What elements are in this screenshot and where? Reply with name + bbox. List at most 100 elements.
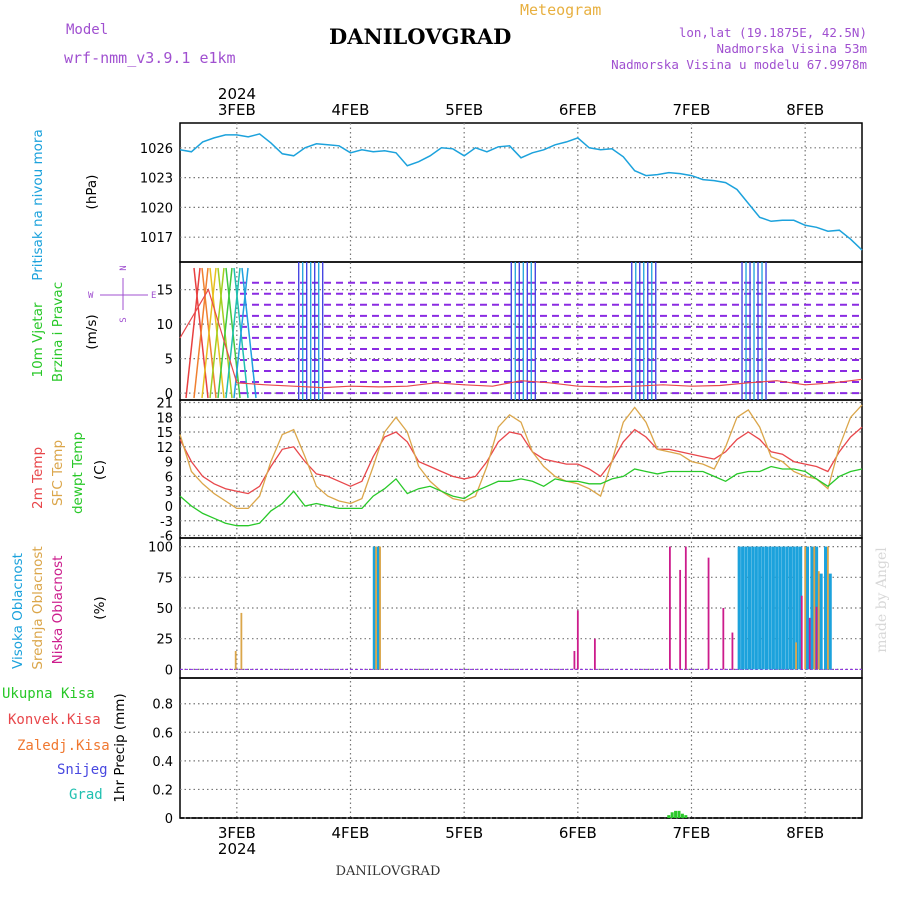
- cloud-bar: [813, 546, 816, 670]
- cloud-bar: [800, 595, 803, 670]
- y-tick-label: 0.6: [152, 726, 173, 741]
- precip-bar: [680, 813, 684, 818]
- cloud-bar: [817, 571, 820, 670]
- wind-arrow-fan: [193, 267, 209, 399]
- temp-line-1: [179, 404, 863, 510]
- cloud-bar: [372, 546, 376, 670]
- y-tick-labels: 1026102310201017051015211815129630-3-610…: [140, 142, 173, 827]
- y-tick-label: 9: [165, 456, 173, 471]
- precip-bar: [670, 812, 674, 818]
- wind-direction-key: N S W E: [88, 265, 156, 322]
- cloud-bar: [379, 546, 381, 670]
- precip-unit: 1hr Precip (mm): [112, 693, 128, 802]
- precip-bar: [677, 810, 681, 818]
- footer-title: DANILOVGRAD: [336, 864, 441, 879]
- precip-legend-item: Grad: [69, 787, 103, 803]
- top-tick-label: 7FEB: [673, 101, 711, 119]
- temp-line-0: [179, 426, 863, 495]
- wind-arrow-fan: [241, 267, 257, 399]
- precip-legend-item: Snijeg: [57, 762, 108, 778]
- y-tick-label: 1020: [140, 201, 173, 216]
- wind-key-south: S: [119, 317, 129, 322]
- wind-arrow-fan: [209, 267, 225, 399]
- temp-unit: (C): [92, 460, 108, 480]
- cloud-bar: [741, 546, 745, 670]
- cloud-bar: [669, 546, 671, 670]
- cloud-bar: [573, 650, 576, 670]
- cloud-bar: [240, 612, 243, 670]
- wind-key-north: N: [119, 265, 129, 270]
- cloud-bar: [722, 608, 725, 670]
- cloud-bar: [808, 617, 811, 670]
- pressure-unit: (hPa): [84, 175, 100, 210]
- cloud-bar: [768, 546, 772, 670]
- wind-arrow-fan: [233, 267, 249, 399]
- cloud-bar: [737, 546, 741, 670]
- precip-panel: [180, 810, 862, 819]
- precip-legend: Ukupna Kisa Konvek.Kisa Zaledj.Kisa Snijeg G…: [2, 686, 110, 803]
- frame-temp: [179, 399, 863, 539]
- y-tick-label: 0.4: [152, 755, 173, 770]
- wind-arrow-fan: [185, 267, 201, 399]
- cloud-bar: [810, 546, 814, 670]
- model-elevation-text: Nadmorska Visina u modelu 67.9978m: [611, 57, 867, 72]
- cloud-bar: [376, 546, 380, 670]
- cloud-unit: (%): [92, 596, 108, 619]
- bottom-tick-label: 7FEB: [673, 824, 711, 842]
- y-tick-label: 15: [156, 284, 173, 299]
- cloud-bar: [788, 546, 792, 670]
- cloud-panel: [180, 546, 862, 670]
- cloud-low-title: Niska Oblacnost: [50, 556, 66, 665]
- temperature-panel: [179, 404, 863, 527]
- wind-title-1: 10m Vjetar: [30, 302, 46, 377]
- model-label: Model: [66, 22, 108, 38]
- cloud-bar: [828, 573, 832, 670]
- bottom-tick-label: 3FEB: [218, 824, 256, 842]
- cloud-bar: [234, 650, 237, 670]
- model-name: wrf-nmm_v3.9.1 e1km: [64, 49, 236, 67]
- cloud-bar: [764, 546, 769, 670]
- panel-frames: [179, 122, 863, 819]
- cloud-bar: [805, 546, 810, 670]
- y-tick-label: 100: [148, 541, 173, 556]
- wind-arrow-fan: [201, 267, 217, 399]
- y-tick-label: 6: [165, 470, 173, 485]
- top-tick-label: 3FEB: [218, 101, 256, 119]
- temp-dewpt-title: dewpt Temp: [70, 432, 86, 514]
- cloud-bar: [804, 546, 807, 670]
- top-tick-label: 8FEB: [786, 101, 824, 119]
- cloud-bar: [795, 546, 799, 670]
- top-tick-label: 4FEB: [332, 101, 370, 119]
- y-tick-label: 0.2: [152, 783, 173, 798]
- y-tick-label: 1026: [140, 142, 173, 157]
- y-tick-label: 0: [165, 812, 173, 827]
- y-tick-label: 15: [156, 426, 173, 441]
- y-tick-label: 0: [165, 663, 173, 678]
- y-tick-label: 1017: [140, 231, 173, 246]
- y-tick-label: -6: [160, 530, 173, 545]
- elevation-text: Nadmorska Visina 53m: [716, 41, 867, 56]
- y-tick-label: 5: [165, 353, 173, 368]
- precip-legend-item: Konvek.Kisa: [8, 712, 101, 728]
- precip-legend-item: Ukupna Kisa: [2, 686, 95, 702]
- year-label-bottom: 2024: [218, 840, 256, 858]
- cloud-bar: [679, 569, 682, 670]
- cloud-bar: [815, 606, 818, 670]
- wind-key-east: E: [151, 291, 156, 301]
- wind-title-2: Brzina i Pravac: [50, 282, 66, 382]
- temp-sfc-title: SFC Temp: [50, 440, 66, 506]
- grid-lines: [180, 123, 862, 819]
- cloud-bar: [795, 642, 797, 670]
- lonlat-text: lon,lat (19.1875E, 42.5N): [679, 25, 867, 40]
- cloud-bar: [775, 546, 779, 670]
- cloud-bar: [799, 546, 803, 670]
- cloud-bar: [754, 546, 758, 670]
- cloud-bar: [785, 546, 789, 670]
- cloud-bar: [593, 638, 596, 670]
- precip-legend-item: Zaledj.Kisa: [17, 738, 110, 754]
- cloud-bar: [819, 573, 823, 670]
- cloud-bar: [781, 546, 786, 670]
- temp-line-2: [179, 465, 863, 527]
- station-title: DANILOVGRAD: [329, 24, 511, 49]
- bottom-tick-label: 5FEB: [445, 824, 483, 842]
